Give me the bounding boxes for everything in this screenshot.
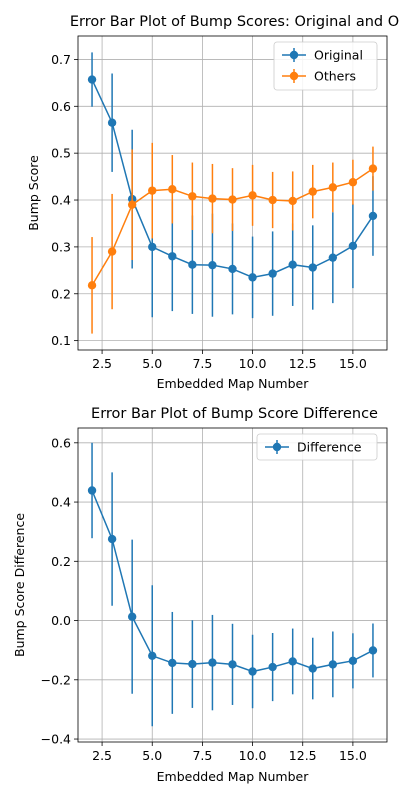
x-tick-label: 15.0	[339, 356, 367, 371]
legend: Difference	[256, 433, 378, 461]
data-point	[368, 646, 378, 655]
y-tick-label: 0.5	[51, 146, 71, 161]
chart-title: Error Bar Plot of Bump Scores: Original …	[70, 14, 399, 30]
legend-marker	[289, 71, 299, 81]
data-point	[148, 242, 157, 252]
data-point	[228, 660, 237, 669]
x-tick-label: 15.0	[339, 748, 367, 763]
legend-item-original: Original	[282, 48, 363, 63]
legend-label: Others	[314, 69, 356, 84]
data-point	[127, 612, 137, 621]
ticks: 2.5 5.0 7.5 10.0 12.5 15.0 0.1 0.2 0.3 0.4 0.5 0.6 0…	[51, 52, 367, 371]
data-point	[168, 252, 177, 261]
x-tick-label: 12.5	[289, 356, 317, 371]
data-point	[328, 183, 338, 192]
y-tick-label: 0.0	[51, 613, 71, 628]
series-others	[87, 142, 378, 334]
y-tick-label: −0.2	[41, 672, 71, 687]
data-point	[148, 651, 157, 660]
x-tick-label: 5.0	[142, 356, 162, 371]
data-point	[87, 75, 97, 84]
y-tick-label: 0.3	[51, 239, 71, 254]
axes-frame	[77, 35, 388, 351]
data-point	[268, 195, 277, 205]
data-point	[248, 273, 257, 282]
data-point	[308, 664, 317, 673]
x-tick-label: 5.0	[142, 748, 162, 763]
data-point	[328, 253, 338, 262]
data-point	[228, 195, 237, 204]
y-axis-label: Bump Score Difference	[12, 513, 27, 657]
legend-label: Original	[314, 48, 363, 63]
data-point	[188, 192, 197, 201]
data-point	[308, 263, 317, 272]
data-point	[348, 178, 358, 187]
y-tick-label: 0.4	[51, 193, 71, 208]
data-point	[288, 657, 297, 666]
y-tick-label: 0.2	[51, 286, 71, 301]
data-point	[268, 269, 277, 278]
data-point	[268, 662, 277, 672]
data-point	[328, 660, 338, 669]
legend-label: Difference	[297, 440, 362, 455]
y-tick-label: 0.4	[51, 495, 71, 510]
x-tick-label: 2.5	[92, 748, 112, 763]
data-point	[308, 187, 317, 196]
legend-marker	[289, 50, 299, 60]
data-point	[368, 164, 378, 173]
data-point	[208, 260, 217, 270]
data-point	[107, 247, 117, 256]
legend-item-others: Others	[282, 69, 356, 84]
x-tick-label: 10.0	[239, 748, 267, 763]
data-point	[348, 241, 358, 251]
y-tick-label: 0.2	[51, 554, 71, 569]
data-point	[288, 260, 297, 269]
data-point	[248, 191, 257, 200]
legend-box	[273, 41, 378, 91]
y-tick-label: 0.6	[51, 99, 71, 114]
y-tick-label: 0.6	[51, 435, 71, 450]
data-point	[87, 486, 97, 495]
chart-1: 2.5 5.0 7.5 10.0 12.5 15.0 0.1 0.2 0.3 0.4 0.5 0.6 0…	[26, 14, 399, 391]
legend: Original Others	[273, 41, 378, 91]
data-point	[168, 658, 177, 668]
x-tick-label: 7.5	[192, 748, 212, 763]
data-point	[188, 659, 197, 669]
data-point	[188, 260, 197, 269]
legend-marker	[272, 442, 282, 452]
x-tick-label: 7.5	[192, 356, 212, 371]
data-point	[368, 211, 378, 221]
legend-item-difference: Difference	[265, 440, 362, 455]
x-tick-label: 2.5	[92, 356, 112, 371]
x-axis-label: Embedded Map Number	[157, 769, 310, 784]
data-point	[228, 264, 237, 274]
data-point	[87, 281, 97, 290]
chart-2: 2.5 5.0 7.5 10.0 12.5 15.0 −0.4 −0.2 0.0 0.2 0.4 0.…	[12, 406, 388, 784]
y-tick-label: 0.1	[51, 333, 71, 348]
ticks: 2.5 5.0 7.5 10.0 12.5 15.0 −0.4 −0.2 0.0 0.2 0.4 0.…	[41, 435, 367, 763]
data-point	[288, 196, 297, 206]
data-point	[348, 656, 358, 666]
data-point	[127, 200, 137, 209]
data-point	[208, 194, 217, 203]
y-axis-label: Bump Score	[26, 155, 41, 231]
axes-frame	[77, 427, 388, 743]
data-point	[148, 186, 157, 195]
y-tick-label: −0.4	[41, 732, 71, 747]
data-point	[248, 667, 257, 676]
data-point	[107, 534, 117, 544]
chart-title: Error Bar Plot of Bump Score Difference	[91, 406, 378, 422]
data-point	[107, 118, 117, 127]
legend-box	[256, 433, 378, 461]
x-axis-label: Embedded Map Number	[157, 376, 310, 391]
x-tick-label: 10.0	[239, 356, 267, 371]
data-point	[168, 185, 177, 194]
series-difference	[87, 442, 378, 727]
data-point	[208, 658, 217, 667]
x-tick-label: 12.5	[289, 748, 317, 763]
y-tick-label: 0.7	[51, 52, 71, 67]
